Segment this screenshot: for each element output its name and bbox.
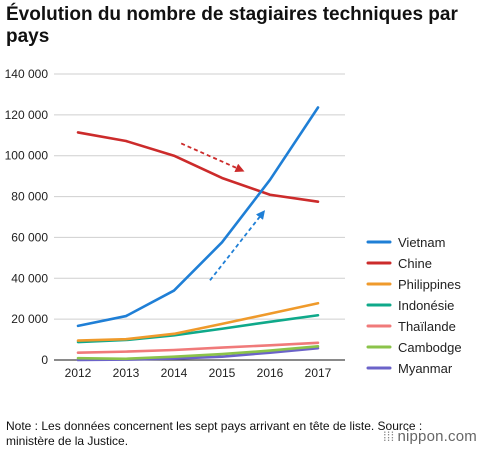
y-tick-label: 80 000 (11, 190, 48, 204)
annotation-arrow-down (180, 142, 245, 172)
series-line-thaïlande (76, 341, 320, 354)
x-tick-label: 2016 (257, 366, 284, 380)
y-tick-label: 100 000 (5, 149, 49, 163)
y-tick-label: 20 000 (11, 312, 48, 326)
legend-label: Chine (398, 256, 432, 271)
legend-label: Thaïlande (398, 319, 456, 334)
y-tick-label: 60 000 (11, 230, 48, 244)
footnote: Note : Les données concernent les sept p… (6, 419, 423, 448)
x-tick-label: 2013 (113, 366, 140, 380)
series-line-philippines (76, 301, 320, 342)
legend-label: Indonésie (398, 298, 454, 313)
legend-label: Cambodge (398, 340, 462, 355)
series-line-vietnam (76, 106, 320, 328)
legend-label: Vietnam (398, 235, 445, 250)
brand-logo: ⁞⁞⁞ nippon.com (383, 428, 477, 445)
x-tick-label: 2015 (209, 366, 236, 380)
y-tick-label: 40 000 (11, 271, 48, 285)
chart-title: Évolution du nombre de stagiaires techni… (6, 4, 458, 47)
y-tick-label: 140 000 (5, 67, 49, 81)
x-tick-label: 2014 (161, 366, 188, 380)
brand-dots-icon: ⁞⁞⁞ (383, 429, 395, 444)
series-line-cambodge (76, 345, 320, 361)
annotation-arrow-up (209, 210, 266, 281)
y-tick-label: 120 000 (5, 108, 49, 122)
brand-text: nippon.com (397, 428, 477, 445)
legend-label: Myanmar (398, 361, 453, 376)
legend-label: Philippines (398, 277, 461, 292)
x-tick-label: 2017 (305, 366, 332, 380)
series-line-chine (76, 131, 320, 203)
y-tick-label: 0 (41, 353, 48, 367)
x-tick-label: 2012 (65, 366, 92, 380)
